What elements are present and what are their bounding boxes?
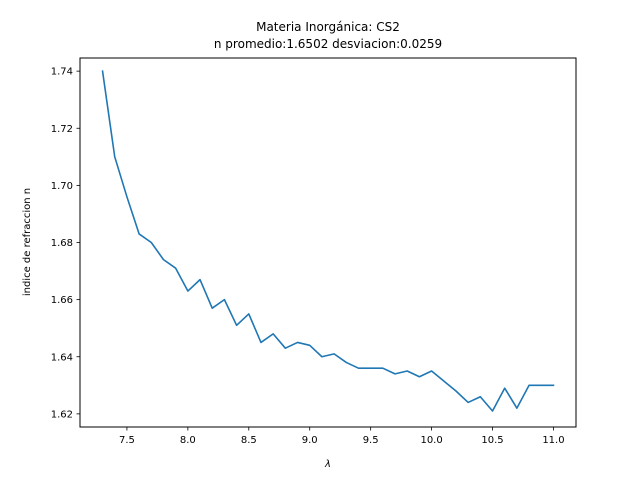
x-axis: 7.5 8.0 8.5 9.0 9.5 10.0 10.5 11.0	[119, 427, 565, 446]
x-tick-label: 9.5	[363, 435, 379, 446]
x-tick-label: 10.5	[481, 435, 503, 446]
x-tick-label: 11.0	[542, 435, 564, 446]
chart-subtitle: n promedio:1.6502 desviacion:0.0259	[214, 37, 442, 51]
y-tick-label: 1.68	[51, 238, 73, 249]
y-axis: 1.62 1.64 1.66 1.68 1.70 1.72 1.74	[51, 67, 80, 420]
y-tick-label: 1.70	[51, 181, 73, 192]
x-tick-label: 8.5	[241, 435, 257, 446]
y-tick-label: 1.66	[51, 295, 73, 306]
chart-title: Materia Inorgánica: CS2	[256, 20, 400, 34]
x-tick-label: 10.0	[420, 435, 442, 446]
y-axis-label: indice de refraccion n	[22, 188, 33, 296]
x-tick-label: 9.0	[302, 435, 318, 446]
x-tick-label: 7.5	[119, 435, 135, 446]
y-tick-label: 1.74	[51, 67, 73, 78]
x-axis-label: λ	[324, 459, 331, 470]
plot-area	[101, 70, 555, 412]
y-tick-label: 1.62	[51, 409, 73, 420]
y-tick-label: 1.64	[51, 352, 73, 363]
y-tick-label: 1.72	[51, 124, 73, 135]
x-tick-label: 8.0	[180, 435, 196, 446]
series-line	[101, 70, 555, 412]
